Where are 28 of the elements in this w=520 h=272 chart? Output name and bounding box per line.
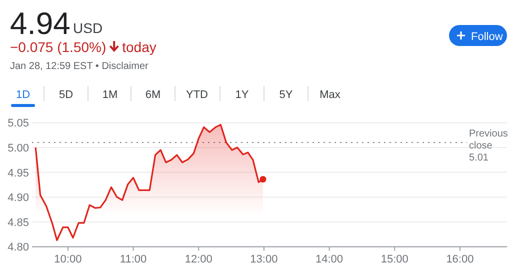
y-tick-label: 5.05 <box>8 118 29 130</box>
y-tick-label: 4.95 <box>8 167 29 180</box>
text: today <box>122 39 156 55</box>
y-tick-label: 5.00 <box>8 142 29 154</box>
text: Follow <box>471 31 503 43</box>
text: 1M <box>102 89 118 101</box>
y-tick-label: 4.85 <box>8 216 29 229</box>
text: 6M <box>145 89 161 101</box>
text: 1Y <box>235 89 250 101</box>
text: USD <box>73 20 103 36</box>
text: Jan 28, 12:59 EST • Disclaimer <box>10 61 150 72</box>
y-tick-label: 4.80 <box>8 242 29 254</box>
x-tick-label: 13:00 <box>250 254 278 266</box>
text: 5Y <box>279 89 294 101</box>
x-tick-label: 14:00 <box>316 254 344 266</box>
text: 5D <box>58 89 74 101</box>
chart-title: 4.94 <box>10 6 70 41</box>
x-tick-label: 12:00 <box>184 254 212 266</box>
y-tick-label: 4.90 <box>8 192 29 204</box>
text: Max <box>320 89 341 101</box>
x-tick-label: 11:00 <box>120 254 147 266</box>
x-tick-label: 10:00 <box>54 254 82 266</box>
x-tick-label: 15:00 <box>380 254 408 266</box>
text: YTD <box>186 89 208 101</box>
text: 1D <box>16 89 30 101</box>
ref-line-label: Previous close 5.01 <box>469 128 508 164</box>
text: −0.075 (1.50%) <box>10 39 106 55</box>
x-tick-label: 16:00 <box>446 254 474 266</box>
